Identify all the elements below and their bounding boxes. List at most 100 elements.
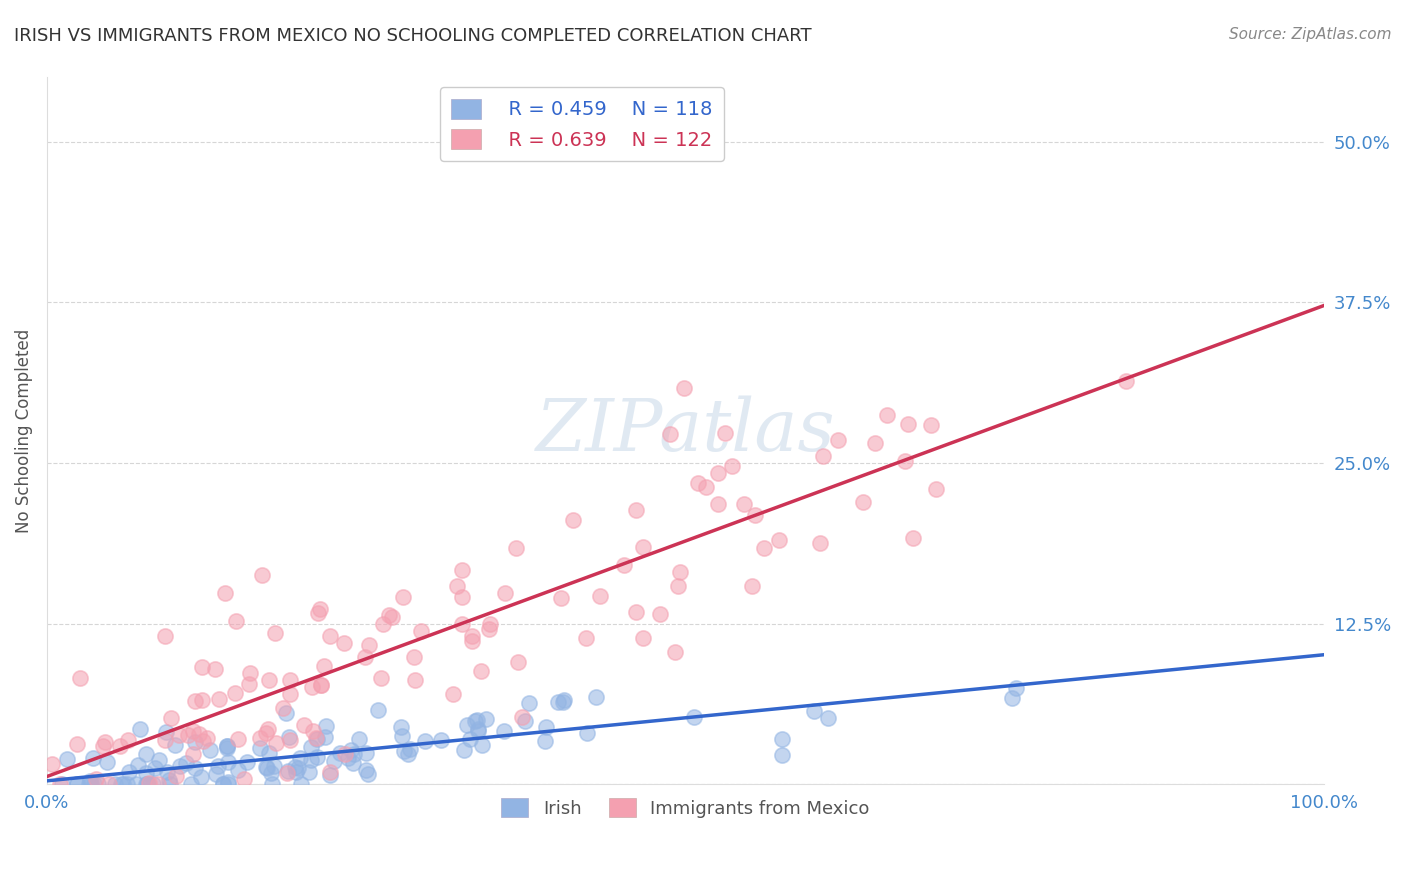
Point [257,722,280,736]
Point [226,763,249,777]
Point [263,626,285,640]
Point [143,761,166,775]
Point [217,741,239,756]
Point [215,739,238,753]
Point [276,706,298,721]
Point [451,616,474,631]
Point [80,777,103,791]
Point [357,638,380,652]
Point [453,742,475,756]
Point [135,777,157,791]
Point [155,732,177,747]
Point [183,723,205,738]
Point [319,629,342,643]
Point [695,480,717,494]
Point [278,687,301,701]
Point [413,734,436,748]
Point [307,750,329,764]
Point [153,629,176,643]
Point [141,777,163,791]
Point [104,777,127,791]
Point [494,585,516,599]
Point [249,731,271,746]
Point [84,772,107,786]
Point [135,747,157,761]
Point [191,660,214,674]
Point [347,732,370,747]
Y-axis label: No Schooling Completed: No Schooling Completed [15,329,32,533]
Text: IRISH VS IMMIGRANTS FROM MEXICO NO SCHOOLING COMPLETED CORRELATION CHART: IRISH VS IMMIGRANTS FROM MEXICO NO SCHOO… [14,27,811,45]
Point [430,733,453,747]
Point [211,777,233,791]
Point [236,755,259,769]
Point [190,770,212,784]
Point [534,734,557,748]
Point [278,673,301,688]
Point [354,746,377,760]
Point [707,466,730,480]
Point [207,759,229,773]
Point [367,703,389,717]
Point [391,729,413,743]
Point [184,694,207,708]
Point [688,475,710,490]
Point [460,634,482,648]
Point [658,426,681,441]
Point [470,665,492,679]
Point [167,728,190,742]
Point [752,541,775,556]
Point [648,607,671,621]
Point [165,769,187,783]
Point [249,740,271,755]
Point [357,767,380,781]
Point [575,726,598,740]
Point [256,761,278,775]
Point [575,631,598,645]
Point [315,718,337,732]
Point [673,381,696,395]
Point [342,756,364,770]
Point [666,579,689,593]
Point [93,739,115,754]
Point [585,690,607,704]
Point [389,720,412,734]
Point [411,624,433,639]
Point [707,497,730,511]
Point [505,541,527,555]
Point [342,747,364,762]
Point [94,734,117,748]
Text: ZIPatlas: ZIPatlas [536,396,835,467]
Point [506,655,529,669]
Point [852,495,875,509]
Point [897,417,920,431]
Point [613,558,636,572]
Point [136,777,159,791]
Point [513,714,536,728]
Point [683,710,706,724]
Point [562,513,585,527]
Point [808,536,831,550]
Point [307,606,329,620]
Point [492,723,515,738]
Point [155,725,177,739]
Point [200,743,222,757]
Point [340,743,363,757]
Point [309,602,332,616]
Point [354,763,377,777]
Point [259,765,281,780]
Point [721,459,744,474]
Point [404,673,426,687]
Point [817,711,839,725]
Point [117,733,139,747]
Legend: Irish, Immigrants from Mexico: Irish, Immigrants from Mexico [494,791,877,825]
Point [370,671,392,685]
Point [461,629,484,643]
Point [446,579,468,593]
Point [441,686,464,700]
Point [664,645,686,659]
Point [125,777,148,791]
Point [165,738,187,752]
Point [1001,691,1024,706]
Point [329,746,352,760]
Point [803,704,825,718]
